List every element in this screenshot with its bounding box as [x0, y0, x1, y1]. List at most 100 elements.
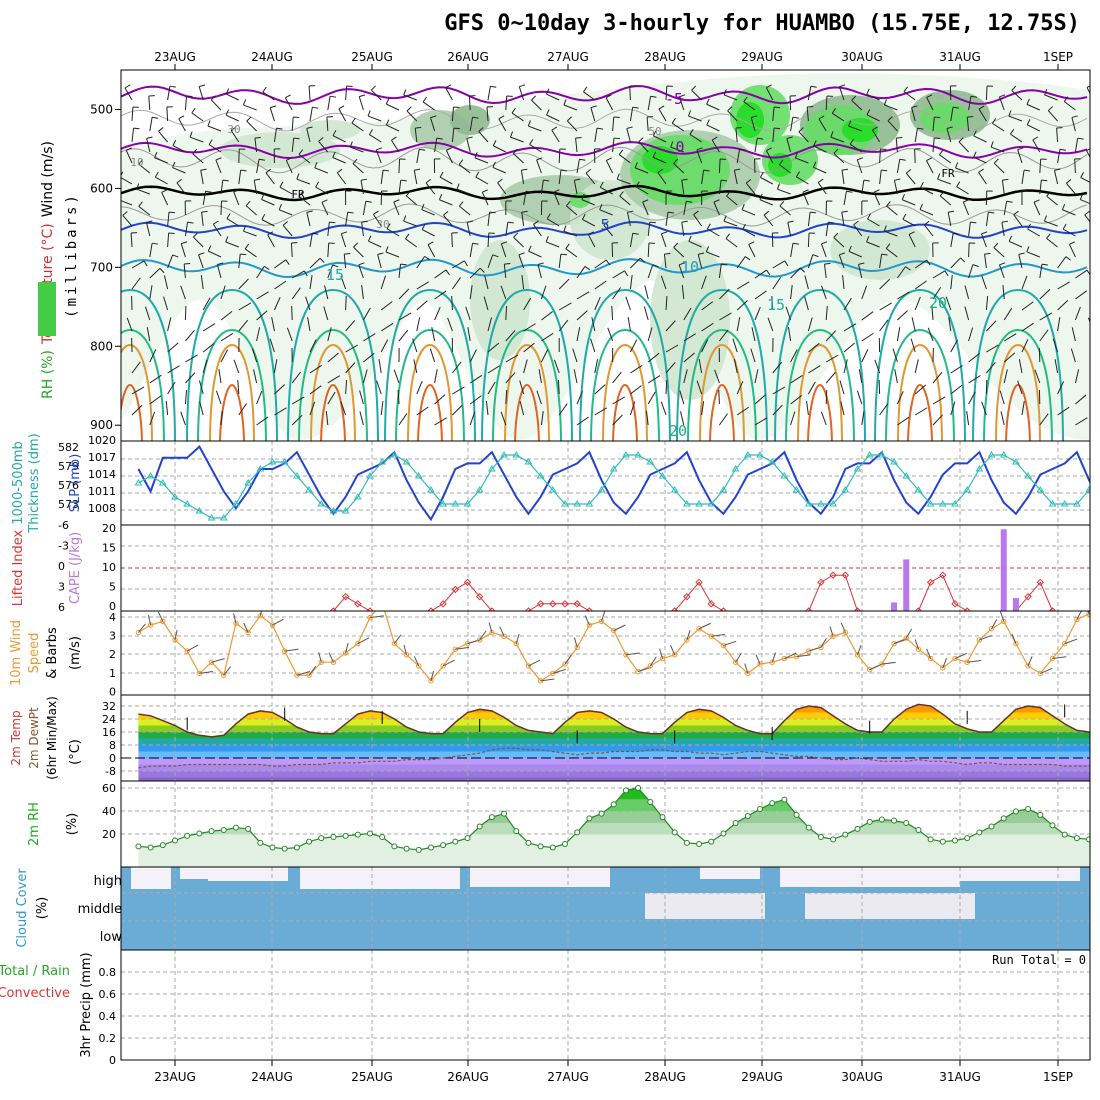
wind-barb-staff: [683, 352, 695, 363]
wind-barb-staff: [274, 259, 287, 269]
wind-barb-staff: [798, 131, 809, 143]
rh-point: [306, 838, 313, 845]
wind-barb-flag: [908, 231, 915, 235]
wind-speed-point: [1074, 616, 1080, 623]
wind-barb-staff: [363, 352, 375, 363]
wind-barb-flag: [1065, 256, 1072, 261]
thickness-point: [865, 451, 874, 458]
thickness-point: [232, 500, 240, 507]
wind-barb-flag: [563, 99, 567, 106]
wind-barb-flag: [763, 210, 770, 216]
wind-barb-staff: [629, 275, 633, 290]
rh-point: [488, 814, 495, 821]
wind-barb-flag: [263, 265, 270, 270]
thickness-point: [829, 500, 838, 507]
wind-barb-staff: [452, 404, 463, 416]
wind-barb-staff: [327, 222, 330, 237]
thickness-axis-label: Thickness (dm): [27, 433, 42, 533]
wind-barb-staff: [256, 310, 268, 321]
thickness-point: [439, 500, 448, 507]
wind-barb-staff: [279, 209, 293, 216]
wind-barb-staff: [612, 414, 623, 426]
wind-barb-staff: [1021, 322, 1034, 332]
wind-barb-10m: [430, 670, 435, 681]
wind-barb-staff: [225, 241, 239, 248]
wind-barb-staff: [233, 191, 240, 206]
rh-point: [293, 844, 300, 851]
wind-barb-flag: [993, 158, 999, 164]
wind-barb-staff: [327, 352, 339, 363]
top-date-label: 28AUG: [644, 50, 686, 64]
wind-barb-flag: [303, 270, 308, 277]
wind-barb-staff: [660, 233, 667, 248]
lifted-index-point: [695, 578, 703, 587]
wind-barb-staff: [202, 297, 211, 311]
lifted-index-point: [853, 607, 862, 611]
wind-barb-staff: [386, 124, 400, 132]
wind-barb-flag: [830, 131, 834, 138]
wind-barb-flag: [723, 215, 727, 222]
wind-barb-staff: [158, 130, 168, 143]
rh-point: [257, 839, 264, 846]
wind-barb-staff: [220, 411, 224, 426]
wind-barb-staff: [679, 390, 685, 405]
wind-speed-point: [842, 629, 849, 636]
wind-barb-staff: [327, 242, 330, 258]
wind-barb-staff: [225, 93, 240, 101]
wind-barb-staff: [215, 159, 222, 174]
wind-barb-10m: [796, 654, 811, 658]
wind-barb-flag: [531, 95, 537, 101]
rh-point: [476, 823, 483, 830]
wind-barb-flag: [361, 220, 368, 223]
wind-barb-staff: [993, 247, 1005, 258]
wind-barb-staff: [772, 128, 775, 143]
wind-barb-staff: [200, 170, 204, 185]
wind-barb-staff: [327, 264, 334, 279]
rh-point: [720, 830, 727, 837]
wind-barb-staff: [131, 277, 141, 290]
wind-barb-flag: [543, 179, 550, 182]
wind-barb-staff: [469, 349, 477, 363]
wind-barb-flag: [926, 94, 933, 98]
wind-barb-staff: [896, 391, 904, 405]
wind-barb-staff: [380, 322, 394, 332]
wind-barb-staff: [192, 153, 204, 164]
wind-barb-staff: [340, 275, 347, 290]
wind-barb-staff: [167, 212, 170, 227]
wind-barb-staff: [765, 150, 774, 164]
wind-barb-staff: [840, 401, 845, 416]
temperature-contour-10: [121, 258, 1088, 279]
wind-barb-flag: [934, 116, 941, 119]
wind-barb-10m: [723, 640, 737, 646]
wind-barb-staff: [787, 327, 792, 342]
wind-barb-staff: [131, 404, 143, 416]
wind-barb-10m: [369, 615, 384, 619]
wind-barb-staff: [466, 222, 471, 237]
wind-barb-flag: [176, 178, 182, 184]
wind-barb-10m: [328, 652, 334, 663]
wind-barb-flag: [585, 168, 592, 174]
temp2m-grid: [121, 695, 1090, 781]
thickness-point: [268, 458, 277, 465]
wind-barb-staff: [309, 364, 322, 374]
wind-barb-flag: [1027, 223, 1032, 230]
wind-barb-staff: [665, 379, 668, 395]
wind-barb-staff: [154, 157, 168, 164]
wind-barb-flag: [560, 253, 567, 256]
wind-barb-staff: [523, 297, 532, 311]
wind-barb-staff: [786, 138, 792, 153]
wind-barb-staff: [1003, 352, 1016, 363]
wind-barb-staff: [683, 369, 688, 384]
wind-barb-staff: [1002, 285, 1005, 300]
wind-barb-staff: [711, 139, 720, 153]
rh-point: [281, 845, 288, 852]
wind-barb-flag: [445, 269, 450, 276]
rh-point: [610, 801, 617, 808]
wind-barb-flag: [992, 118, 997, 124]
wind-barb-staff: [305, 296, 311, 311]
wind-barb-flag: [367, 110, 371, 117]
wind-barb-staff: [723, 220, 738, 227]
wind-speed-point: [184, 648, 190, 654]
wind-barb-staff: [545, 241, 560, 248]
wind-barb-staff: [964, 285, 970, 300]
